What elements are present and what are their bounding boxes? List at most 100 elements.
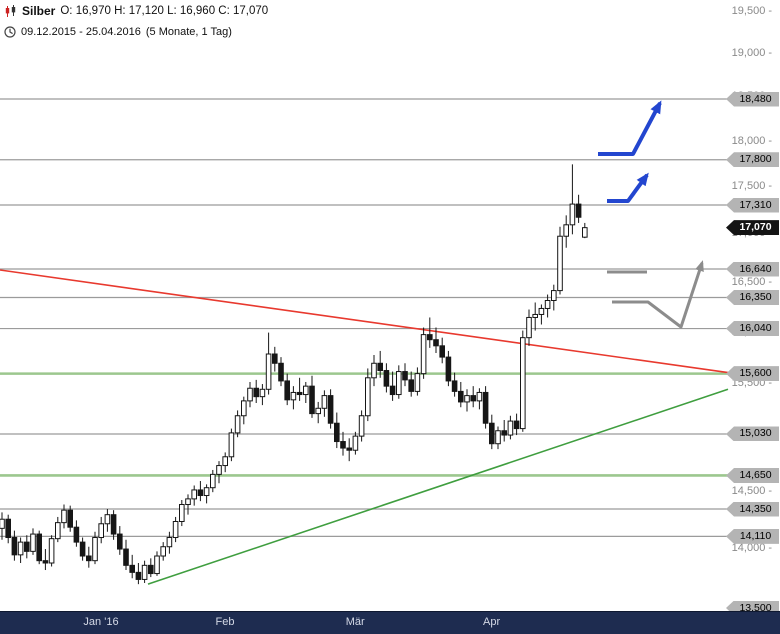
month-label: Feb [215,616,235,628]
candle-body [210,473,216,489]
candle-body [402,371,408,381]
candle-body [321,395,328,409]
candle-body [222,456,228,467]
candle-body [303,385,309,396]
candle-body [73,526,80,543]
candle-body [575,203,582,218]
candle-body [265,353,272,390]
candle-body [0,518,5,529]
candlestick-icon [5,4,16,17]
candle-body [216,465,222,475]
candle-body [389,385,396,396]
candle-body [371,362,377,379]
candle-body [129,564,135,573]
candle-body [55,522,61,540]
candle-body [48,538,55,564]
candle-body [92,537,98,562]
candle-body [259,388,266,398]
candle-body [315,407,321,415]
candle-body [526,316,532,339]
clock-icon [4,26,16,38]
instrument-name: Silber [22,4,56,18]
candle-body [148,564,154,575]
candle-body [191,489,197,500]
candle-body [544,299,551,309]
candle-body [172,520,179,539]
candle-body [42,560,49,564]
candle-body [377,362,383,372]
candle-body [327,395,334,424]
candle-body [296,391,303,396]
candle-body [408,379,414,392]
candle-body [234,415,241,434]
candle-body [439,345,445,358]
candle-body [290,391,297,401]
candle-body [501,430,507,436]
candle-body [179,504,185,522]
candle-body [17,541,24,556]
candle-body [141,564,148,580]
candle-body [551,290,557,301]
candle-body [464,395,470,403]
candle-body [253,387,259,398]
period-label: (5 Monate, 1 Tag) [145,26,232,38]
candle-body [451,380,458,392]
pullback-then-rally-arrow [612,260,704,329]
ohlc-values: O: 16,970 H: 17,120 L: 16,960 C: 17,070 [60,5,269,17]
legend-ohlc-row: Silber O: 16,970 H: 17,120 L: 16,960 C: … [4,3,268,19]
candlestick-chart[interactable] [0,0,780,612]
month-label: Mär [345,616,365,628]
candle-body [67,509,74,528]
candle-body [166,537,173,548]
candle-body [30,533,36,552]
candle-body [228,432,235,458]
candle-body [24,541,30,552]
candle-body [470,395,476,402]
candle-body [563,224,570,237]
candle-body [309,385,315,415]
bullish-target-upper-arrow [598,100,662,156]
rising-support-trendline [147,388,729,585]
candle-body [513,420,520,430]
falling-resistance-trendline [0,269,729,374]
candle-body [104,514,111,525]
candle-body [36,533,43,562]
candle-body [358,415,365,437]
month-label: Apr [483,616,501,628]
candle-body [532,313,539,318]
candle-body [582,227,588,238]
candle-body [110,514,117,535]
gridlines-layer [0,98,728,537]
candle-body [11,537,18,556]
candle-body [414,373,421,392]
candle-body [123,548,129,566]
candle-body [520,337,526,430]
candle-body [135,571,142,580]
candle-body [340,441,346,449]
candle-body [420,334,427,375]
candle-body [247,387,253,402]
time-axis-bar: Jan '16 Feb Mär Apr [0,611,780,634]
candle-body [569,203,576,226]
month-label: Jan '16 [83,616,119,628]
candle-body [396,371,402,396]
candle-body [272,353,278,364]
candle-body [482,391,489,424]
candle-body [489,422,495,445]
candle-body [185,498,191,506]
candle-body [507,420,514,436]
candle-body [79,541,86,557]
candle-body [458,390,464,403]
candle-body [557,235,563,292]
candle-body [154,555,160,575]
candle-body [495,430,501,445]
candle-body [5,518,11,539]
candle-body [476,391,483,402]
candle-body [117,533,123,550]
candle-body [61,509,67,524]
candle-body [383,370,390,387]
candle-body [365,377,371,417]
candle-body [98,523,105,539]
candles-layer [0,164,588,585]
